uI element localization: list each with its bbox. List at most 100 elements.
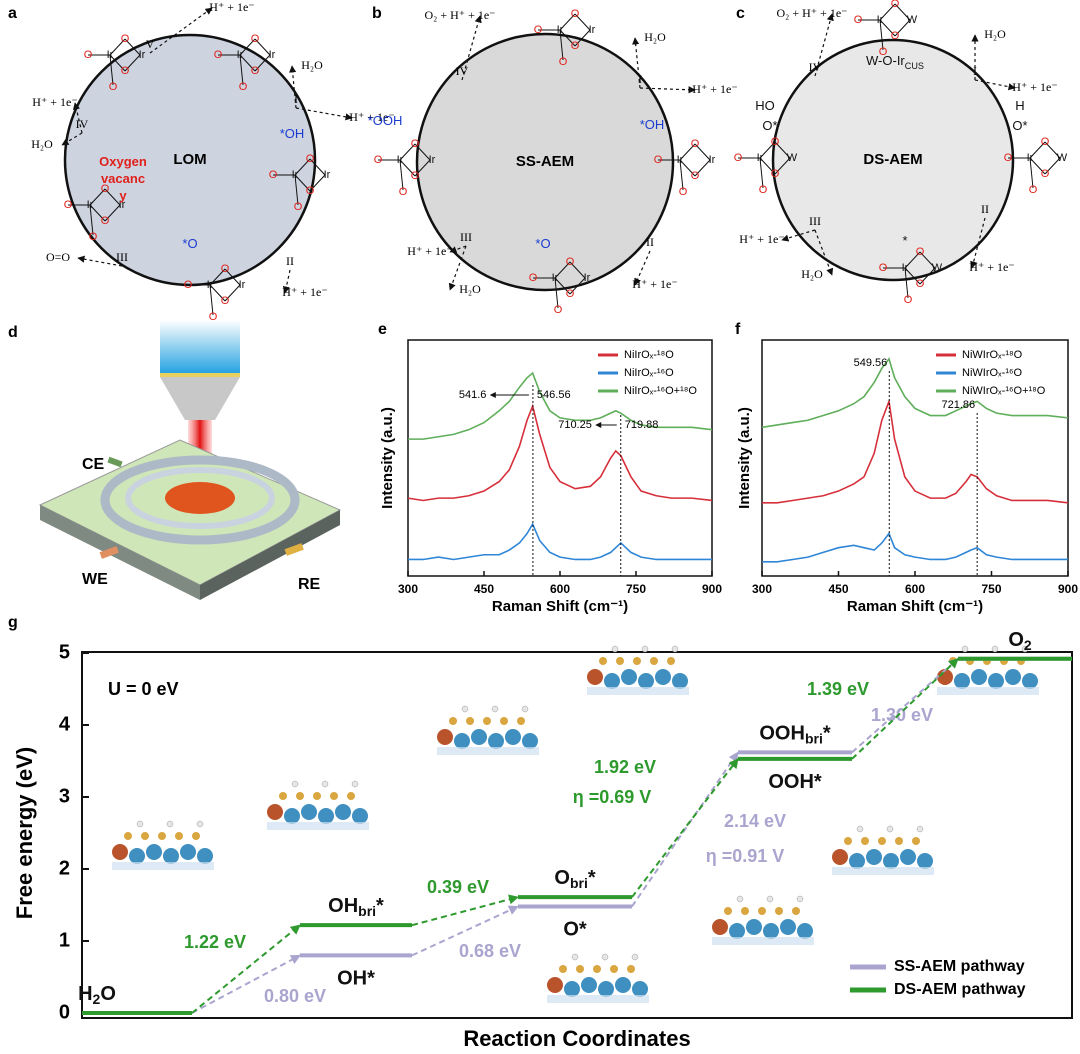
atom-ir: Ir	[1027, 152, 1034, 164]
atom-sphere	[792, 907, 800, 915]
step-numeral: I	[294, 92, 298, 106]
step-connector	[191, 924, 301, 1014]
step-connector	[851, 658, 959, 760]
atom-sphere	[766, 895, 774, 903]
dashed-arrow	[634, 250, 651, 286]
atom-sphere	[672, 673, 688, 689]
step-energy: 1.92 eV	[594, 757, 656, 777]
molecule-model	[587, 645, 689, 695]
atom-sphere	[279, 792, 287, 800]
step-species: H⁺ + 1e⁻	[739, 232, 784, 246]
panel-label: b	[372, 5, 382, 22]
atom-sphere	[912, 837, 920, 845]
x-tick-label: 600	[905, 582, 925, 596]
atom-sphere	[797, 923, 813, 939]
x-tick-label: 900	[702, 582, 722, 596]
cycle	[771, 38, 1015, 282]
atom-sphere	[878, 837, 886, 845]
step-numeral: II	[286, 254, 294, 268]
adsorbate-part: Oxygen	[99, 154, 147, 169]
adsorbate-part: *OH	[280, 126, 305, 141]
bond	[294, 174, 299, 206]
atom-o: O	[101, 215, 110, 227]
atom-w: W	[1057, 152, 1068, 164]
step-numeral: IV	[76, 117, 89, 131]
adsorbate: *O	[182, 236, 197, 251]
bond	[224, 284, 241, 302]
atom-sphere	[505, 729, 521, 745]
step-species: H⁺ + 1e⁻	[1012, 80, 1057, 94]
step-numeral: IV	[809, 60, 822, 74]
level-label-part: bri	[805, 730, 823, 746]
level-label: O2	[1008, 629, 1032, 652]
level-label-part: *	[376, 895, 384, 917]
step-species: H⁺ + 1e⁻	[349, 110, 394, 124]
dashed-arrow	[448, 245, 467, 291]
atom-ir: Ir	[107, 49, 114, 61]
step-energy: 1.30 eV	[871, 705, 933, 725]
atom-sphere	[581, 977, 597, 993]
bond	[554, 277, 559, 309]
adsorbate: *	[902, 233, 907, 248]
y-axis-label: Free energy (eV)	[12, 747, 37, 919]
atom-sphere	[861, 837, 869, 845]
atom-sphere	[988, 673, 1004, 689]
step-species: O₂ + H⁺ + 1e⁻	[424, 8, 495, 22]
dashed-arrow	[814, 13, 834, 77]
adsorbate-part: y	[119, 188, 127, 203]
bond	[554, 277, 571, 295]
atom-sphere	[1021, 645, 1029, 653]
atom-sphere	[180, 844, 196, 860]
atom-sphere	[196, 820, 204, 828]
bond	[224, 268, 241, 286]
y-tick-label: 0	[59, 1001, 70, 1023]
atom-sphere	[313, 792, 321, 800]
slab	[832, 867, 934, 875]
plot-frame	[81, 651, 1073, 1019]
atom-ir: Ir	[709, 154, 716, 166]
atom-sphere	[593, 965, 601, 973]
bond	[759, 141, 776, 159]
bond	[239, 54, 256, 72]
atom-sphere	[587, 669, 603, 685]
step-numeral: II	[646, 235, 654, 249]
overpotential: η =0.69 V	[573, 787, 652, 807]
atom-sphere	[335, 804, 351, 820]
atom-sphere	[775, 907, 783, 915]
atom-ir: Ir	[87, 199, 94, 211]
cycle-label: DS-AEM	[863, 151, 922, 168]
dashed-arrow	[974, 79, 1016, 91]
atom-sphere	[129, 848, 145, 864]
bond	[679, 159, 684, 191]
panel-label: e	[378, 321, 387, 338]
level-label-part: OOH	[759, 723, 805, 745]
atom-sphere	[621, 669, 637, 685]
bond	[919, 251, 936, 269]
x-tick-label: 300	[398, 582, 418, 596]
atom-w: W	[932, 262, 943, 274]
adsorbate-part: CUS	[905, 61, 924, 71]
level-label: Obri*	[554, 867, 595, 890]
atom-sphere	[517, 717, 525, 725]
atom-sphere	[564, 981, 580, 997]
molecule-model	[937, 645, 1039, 695]
atom-sphere	[615, 977, 631, 993]
molecule-model	[547, 953, 649, 1003]
bond	[904, 267, 921, 285]
step-numeral: III	[809, 214, 821, 228]
y-tick-label: 3	[59, 785, 70, 807]
bond	[694, 159, 711, 177]
atom-sphere	[741, 907, 749, 915]
step-species: H⁺ + 1e⁻	[407, 244, 452, 258]
level-label-part: 2	[93, 991, 101, 1007]
step-numeral: II	[981, 202, 989, 216]
atom-sphere	[832, 849, 848, 865]
step-energy: 0.68 eV	[459, 941, 521, 961]
bond	[294, 174, 311, 192]
legend-label: NiWIrOₓ-¹⁶O+¹⁸O	[962, 385, 1046, 397]
atom-o: O	[916, 278, 925, 290]
atom-ir: Ir	[119, 199, 126, 211]
slab	[937, 687, 1039, 695]
level-label: OOH*	[768, 771, 822, 793]
